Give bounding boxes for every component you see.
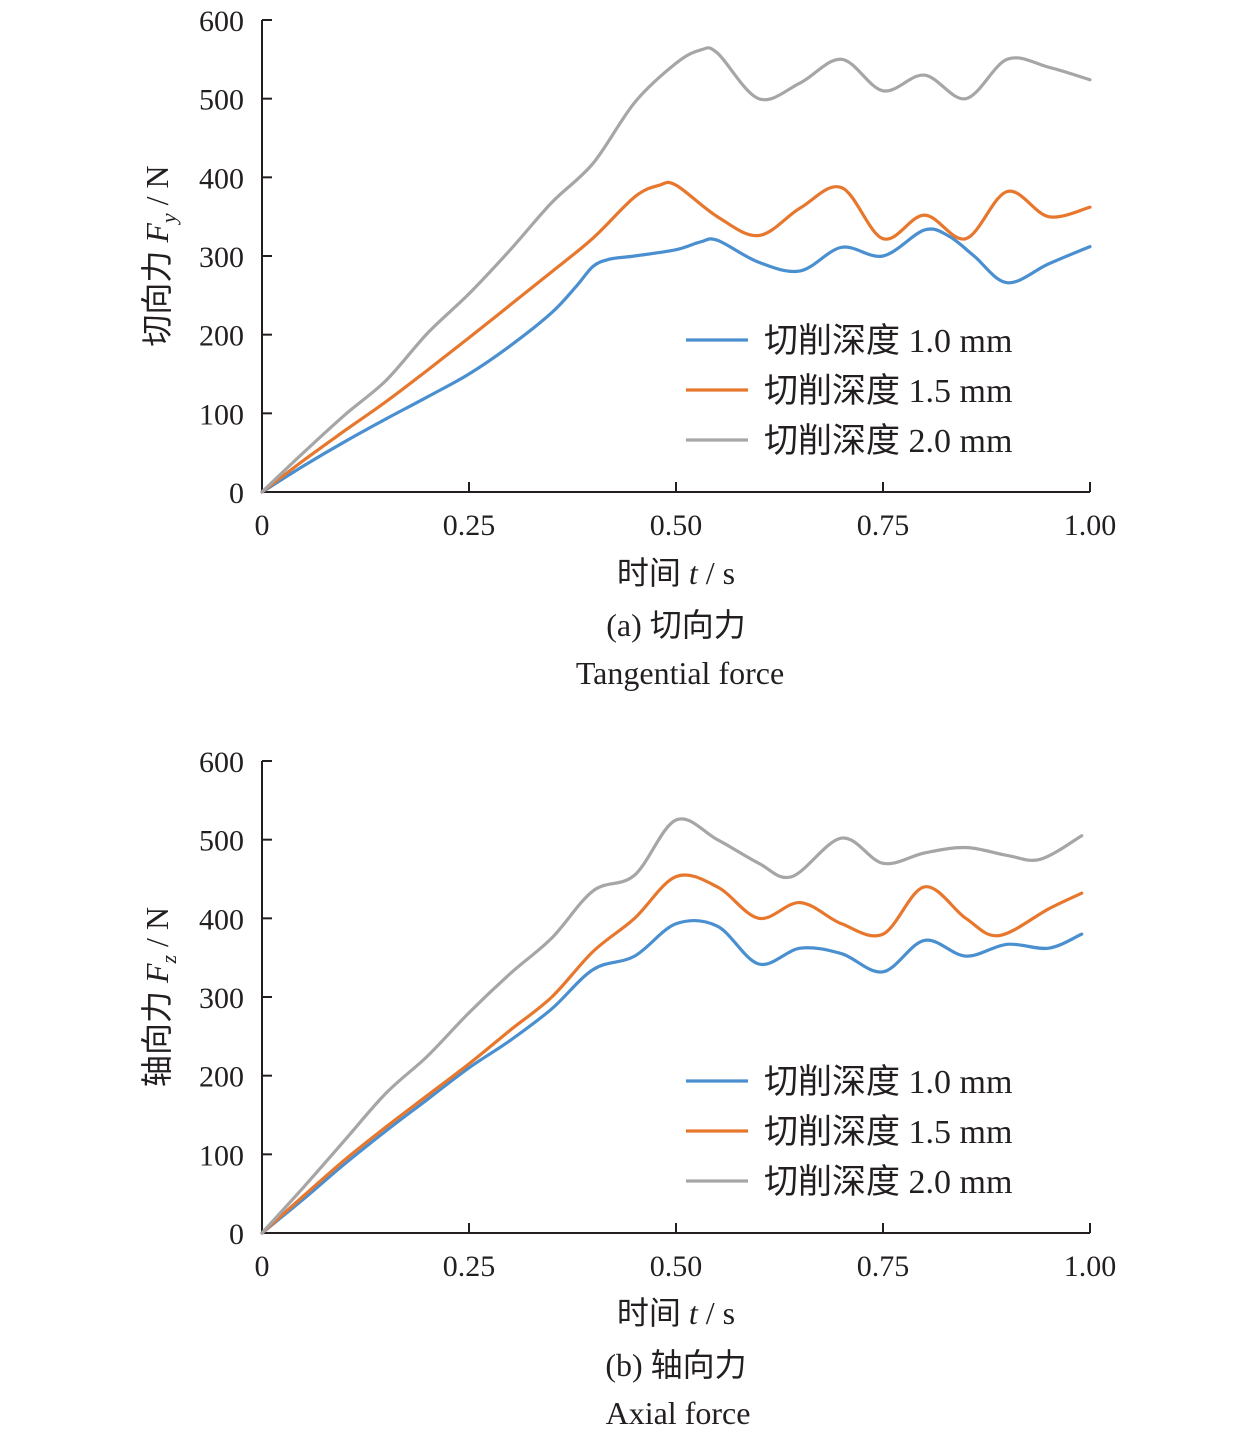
legend-label-1: 切削深度 1.0 mm xyxy=(764,322,1012,360)
y-tick-label: 200 xyxy=(199,1061,244,1094)
x-tick-label: 0 xyxy=(255,1250,270,1283)
legend-label-2: 切削深度 1.5 mm xyxy=(764,372,1012,410)
legend-label-2: 切削深度 1.5 mm xyxy=(764,1113,1012,1151)
y-tick-label: 200 xyxy=(199,320,244,353)
x-axis-label: 时间 t / s xyxy=(617,555,735,591)
x-tick-label: 0.25 xyxy=(443,1250,496,1283)
y-ticks: 0 100 200 300 400 500 600 xyxy=(199,746,272,1251)
legend-label-1: 切削深度 1.0 mm xyxy=(764,1063,1012,1101)
x-tick-label: 0.75 xyxy=(857,1250,910,1283)
series-line-3 xyxy=(260,817,1084,1235)
y-tick-label: 500 xyxy=(199,825,244,858)
x-ticks: 0 0.25 0.50 0.75 1.00 xyxy=(255,1223,1117,1283)
y-tick-label: 600 xyxy=(199,5,244,38)
legend-label-3: 切削深度 2.0 mm xyxy=(764,422,1012,460)
y-tick-label: 100 xyxy=(199,398,244,431)
x-tick-label: 0 xyxy=(255,509,270,542)
x-tick-label: 0.25 xyxy=(443,509,496,542)
plot-area xyxy=(260,46,1092,494)
y-tick-label: 0 xyxy=(229,1218,244,1251)
series-line-1 xyxy=(260,227,1092,494)
series-line-1 xyxy=(260,919,1084,1235)
legend: 切削深度 1.0 mm 切削深度 1.5 mm 切削深度 2.0 mm xyxy=(686,1063,1012,1201)
x-tick-label: 1.00 xyxy=(1064,1250,1117,1283)
y-axis-label: 切向力 Fy / N xyxy=(139,165,181,346)
series-line-2 xyxy=(260,180,1092,494)
y-axis-label: 轴向力 Fz / N xyxy=(139,907,181,1087)
y-tick-label: 0 xyxy=(229,477,244,510)
x-ticks: 0 0.25 0.50 0.75 1.00 xyxy=(255,482,1117,542)
caption-en: Tangential force xyxy=(576,655,784,691)
chart-panel-b: 0 100 200 300 400 500 600 0 0.25 0.50 0.75 1.00 切削… xyxy=(139,746,1116,1431)
x-tick-label: 0.50 xyxy=(650,509,703,542)
y-tick-label: 400 xyxy=(199,162,244,195)
x-tick-label: 0.50 xyxy=(650,1250,703,1283)
series-line-3 xyxy=(260,46,1092,494)
y-tick-label: 600 xyxy=(199,746,244,779)
x-axis-label: 时间 t / s xyxy=(617,1295,735,1331)
series-line-2 xyxy=(260,873,1084,1235)
caption-zh: (a) 切向力 xyxy=(606,607,746,643)
x-tick-label: 1.00 xyxy=(1064,509,1117,542)
caption-en: Axial force xyxy=(606,1395,751,1431)
legend: 切削深度 1.0 mm 切削深度 1.5 mm 切削深度 2.0 mm xyxy=(686,322,1012,460)
y-ticks: 0 100 200 300 400 500 600 xyxy=(199,5,272,510)
y-tick-label: 400 xyxy=(199,903,244,936)
legend-label-3: 切削深度 2.0 mm xyxy=(764,1163,1012,1201)
y-tick-label: 300 xyxy=(199,982,244,1015)
plot-area xyxy=(260,817,1084,1235)
y-tick-label: 300 xyxy=(199,241,244,274)
y-tick-label: 100 xyxy=(199,1139,244,1172)
chart-panel-a: 0 100 200 300 400 500 600 0 0.25 0.50 0.75 1.00 切削… xyxy=(139,5,1116,691)
caption-zh: (b) 轴向力 xyxy=(605,1347,746,1383)
x-tick-label: 0.75 xyxy=(857,509,910,542)
y-tick-label: 500 xyxy=(199,84,244,117)
